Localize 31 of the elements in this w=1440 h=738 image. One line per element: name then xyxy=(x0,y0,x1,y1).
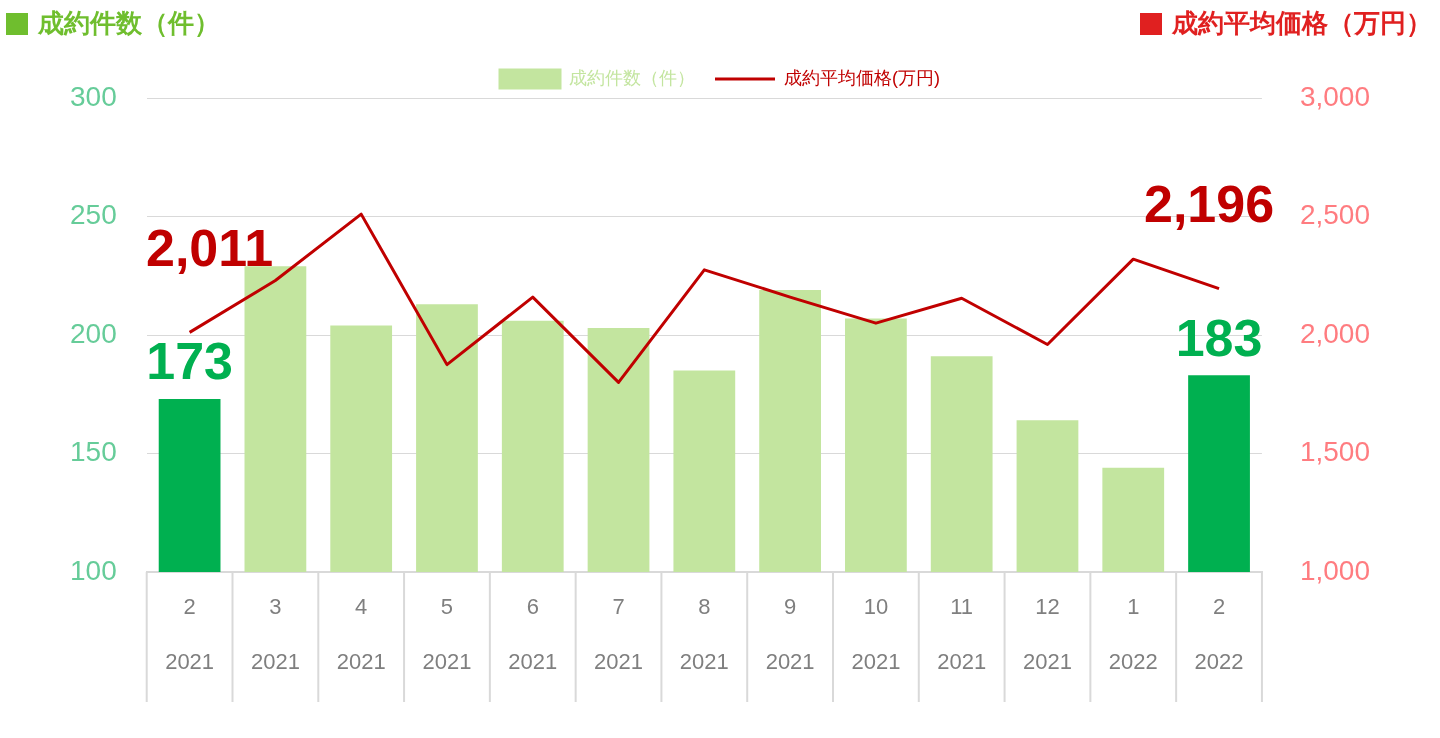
category-label: 3 2021 xyxy=(250,593,300,674)
category-label: 11 2021 xyxy=(937,593,987,674)
y-tick-label: 100 xyxy=(70,554,117,586)
y-axis-title: 成約件数（件） xyxy=(38,7,220,40)
data-label: 183 xyxy=(1175,308,1263,367)
y2-tick-label: 2,500 xyxy=(1299,199,1371,231)
category-label: 6 2021 xyxy=(508,593,558,674)
category-label: 2 2021 xyxy=(165,593,215,674)
data-label: 173 xyxy=(146,332,233,391)
category-label: 7 2021 xyxy=(594,593,644,674)
y2-axis-title: 成約平均価格（万円） xyxy=(1172,7,1432,40)
y2-tick-label: 1,500 xyxy=(1299,436,1371,468)
data-label: 2,011 xyxy=(145,218,274,277)
y2-tick-label: 2,000 xyxy=(1299,317,1371,349)
y2-tick-label: 3,000 xyxy=(1299,80,1371,112)
y-tick-label: 150 xyxy=(70,436,117,468)
category-label: 5 2021 xyxy=(422,593,472,674)
y-tick-label: 300 xyxy=(70,80,117,112)
category-label: 1 2022 xyxy=(1108,593,1158,674)
y-tick-label: 250 xyxy=(70,199,117,231)
y2-tick-label: 1,000 xyxy=(1299,554,1371,586)
category-label: 4 2021 xyxy=(336,593,386,674)
data-label: 2,196 xyxy=(1143,174,1275,233)
y-tick-label: 200 xyxy=(70,317,117,349)
category-label: 12 2021 xyxy=(1022,593,1072,674)
category-label: 8 2021 xyxy=(679,593,729,674)
legend-label: 成約件数（件） xyxy=(569,67,696,88)
category-label: 2 2022 xyxy=(1194,593,1244,674)
category-label: 9 2021 xyxy=(765,593,815,674)
category-label: 10 2021 xyxy=(851,593,901,674)
legend-label: 成約平均価格(万円) xyxy=(784,67,941,88)
